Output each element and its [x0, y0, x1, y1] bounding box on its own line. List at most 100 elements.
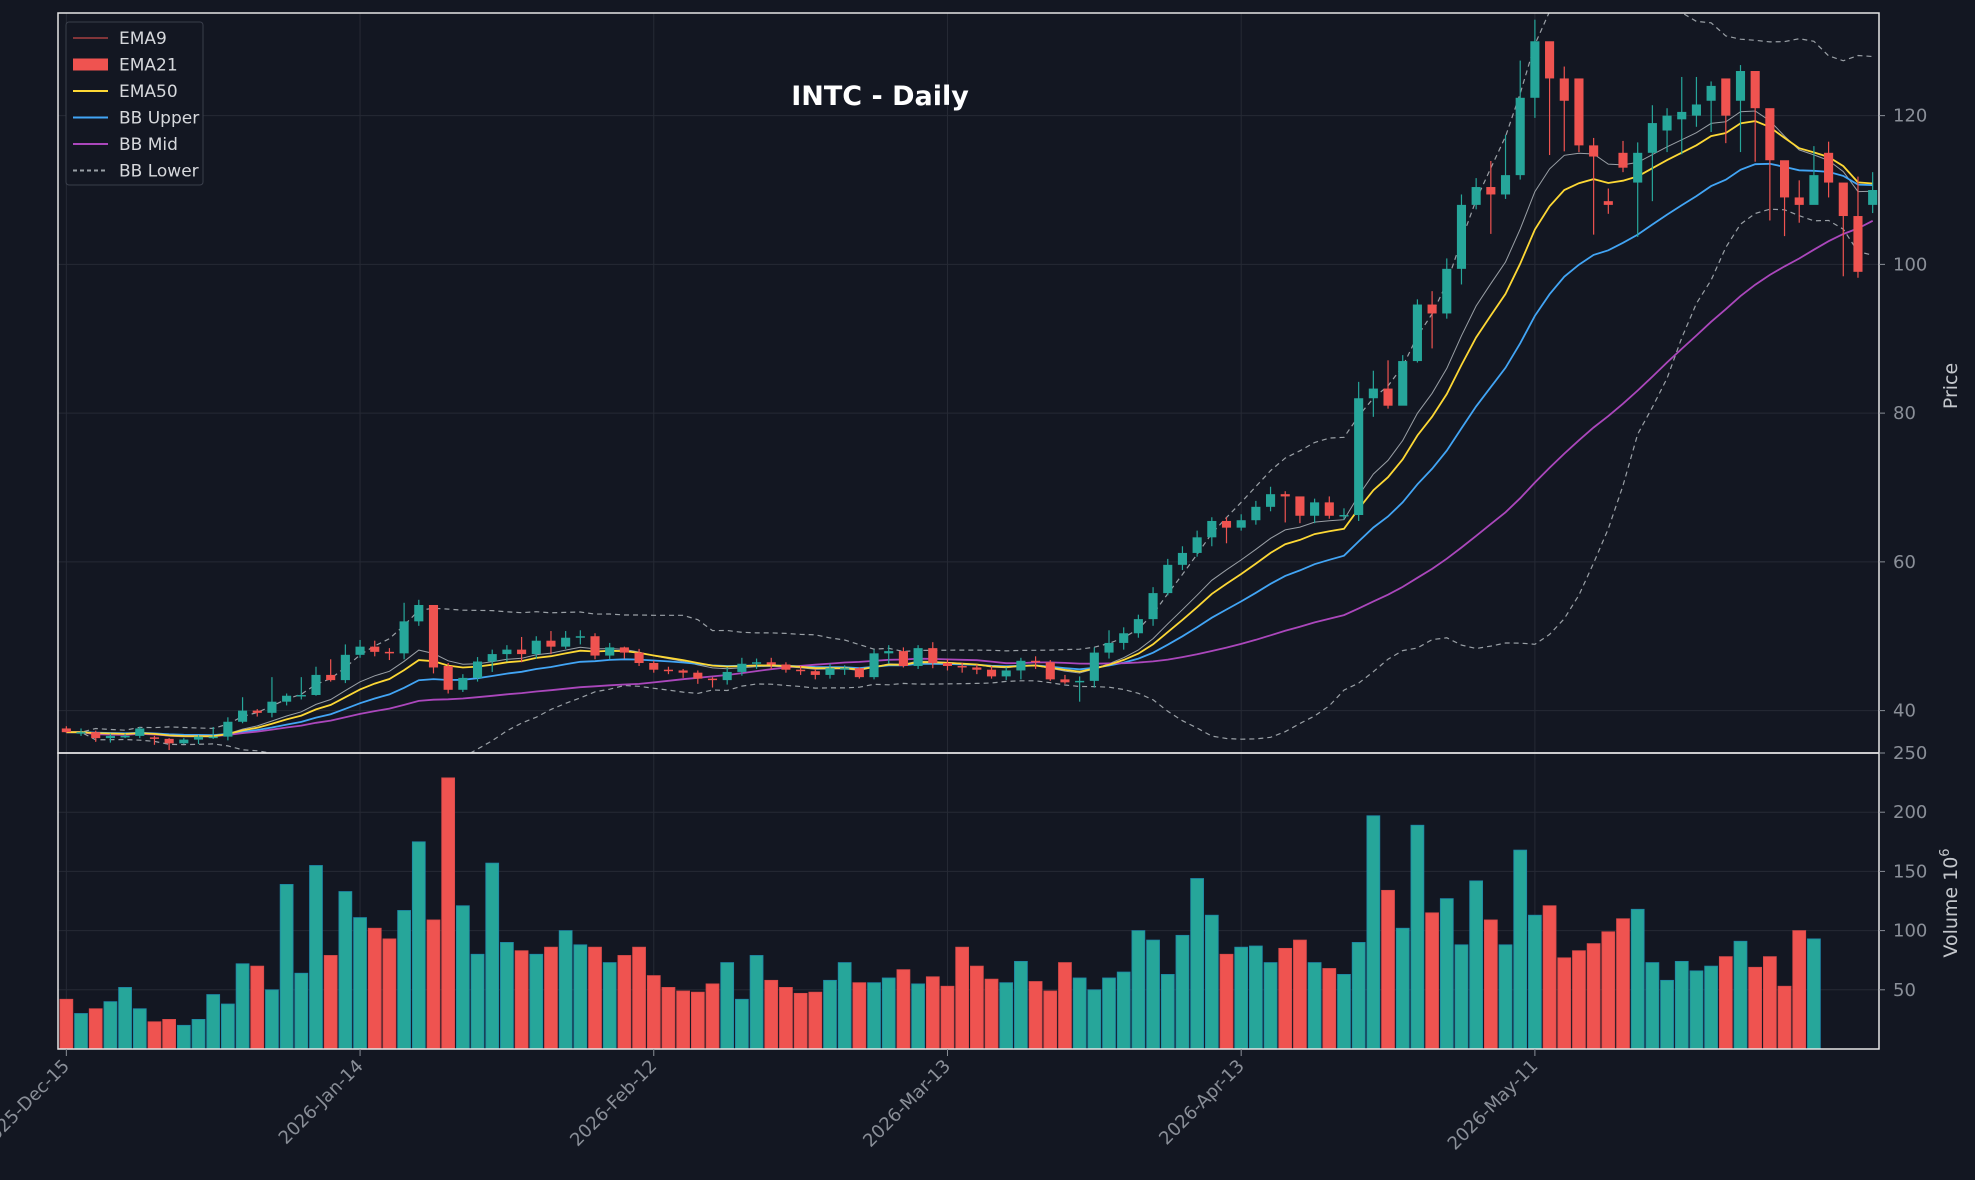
candle-body — [267, 701, 277, 713]
volume-bar — [367, 927, 382, 1050]
candle-body — [884, 651, 894, 654]
candle-body — [1706, 85, 1716, 101]
candle-body — [619, 647, 629, 653]
volume-bar — [235, 963, 250, 1050]
candle-body — [1265, 494, 1276, 507]
candle-body — [414, 605, 424, 622]
volume-axis-label: Volume 106 — [1938, 848, 1962, 957]
candle-body — [517, 649, 527, 655]
volume-bar — [132, 1008, 147, 1050]
volume-bar — [323, 955, 338, 1050]
candle-body — [1486, 187, 1496, 195]
candle-body — [898, 651, 908, 666]
candle-body — [443, 665, 453, 690]
volume-bar — [896, 969, 911, 1050]
candle-body — [238, 710, 248, 722]
candle-body — [796, 669, 806, 672]
candle-body — [561, 637, 571, 647]
candle-body — [252, 710, 262, 713]
candle-body — [1442, 268, 1452, 314]
legend-label: BB Upper — [119, 109, 199, 129]
candle-body — [1016, 660, 1026, 671]
candle-body — [825, 668, 835, 675]
volume-bar — [265, 989, 279, 1050]
candle-body — [105, 735, 115, 739]
candle-body — [1354, 398, 1364, 516]
volume-bar — [1601, 931, 1616, 1050]
volume-bar — [1175, 934, 1190, 1050]
legend-label: EMA21 — [119, 56, 178, 76]
volume-bar — [221, 1003, 235, 1050]
volume-bar — [1748, 966, 1763, 1050]
candle-body — [1207, 520, 1217, 538]
volume-bar — [690, 991, 705, 1050]
volume-bar — [720, 962, 735, 1050]
volume-bar — [617, 955, 632, 1050]
candle-body — [208, 736, 218, 739]
candle-body — [487, 654, 497, 662]
volume-bar — [1278, 947, 1293, 1050]
candle-body — [1545, 41, 1555, 79]
candle-body — [663, 669, 674, 672]
candle-body — [854, 668, 864, 678]
volume-bar — [1160, 974, 1175, 1050]
candle-body — [942, 663, 953, 666]
bb-mid-line — [66, 220, 1874, 738]
candle-body — [1750, 71, 1760, 109]
volume-bar — [558, 930, 573, 1050]
volume-bar — [735, 998, 749, 1050]
candle-body — [1089, 652, 1099, 681]
volume-bar — [1087, 989, 1102, 1050]
volume-bar — [1792, 930, 1807, 1050]
candles — [61, 19, 1878, 751]
volume-axis-label-exponent: 6 — [1938, 848, 1953, 856]
candle-body — [707, 678, 718, 681]
volume-bar — [1616, 918, 1630, 1050]
volume-bar — [1483, 919, 1498, 1050]
volume-tick-label: 250 — [1893, 743, 1927, 764]
price-tick-label: 80 — [1893, 403, 1916, 424]
candle-body — [1148, 593, 1158, 620]
candle-body — [1794, 197, 1804, 205]
legend-label: EMA9 — [119, 29, 167, 49]
candle-body — [1530, 41, 1540, 98]
volume-bar — [353, 917, 367, 1050]
volume-bar — [573, 944, 588, 1050]
candle-body — [1001, 670, 1011, 677]
candle-body — [1853, 216, 1863, 272]
candle-body — [752, 662, 762, 664]
candle-body — [1721, 78, 1731, 116]
volume-bar — [162, 1019, 177, 1050]
candle-body — [1045, 662, 1055, 680]
price-axis-label: Price — [1940, 363, 1962, 409]
volume-bar — [1058, 962, 1072, 1050]
candle-body — [634, 652, 644, 664]
candle-body — [1119, 633, 1129, 643]
volume-bar — [1337, 974, 1351, 1050]
candle-body — [1163, 564, 1173, 594]
candle-body — [928, 648, 938, 664]
volume-bar — [426, 919, 441, 1050]
candle-body — [1515, 97, 1525, 176]
volume-bar — [661, 987, 676, 1050]
candle-body — [1574, 78, 1584, 146]
volume-bar — [1586, 943, 1601, 1050]
volume-bar — [1674, 960, 1689, 1050]
volume-bar — [176, 1024, 191, 1050]
volume-bar — [1293, 939, 1307, 1050]
volume-bar — [397, 910, 411, 1050]
volume-bar — [1807, 938, 1821, 1050]
volume-bar — [1542, 905, 1557, 1050]
volume-bar — [911, 983, 925, 1050]
volume-bar — [1366, 815, 1381, 1050]
candle-body — [986, 669, 997, 677]
volume-bar — [808, 991, 823, 1050]
volume-bar — [1439, 898, 1454, 1050]
candle-body — [193, 736, 204, 740]
candle-body — [428, 605, 439, 668]
legend-label: BB Mid — [119, 135, 178, 155]
candle-body — [1295, 496, 1305, 516]
candle-body — [590, 636, 600, 656]
volume-bar — [309, 865, 323, 1050]
